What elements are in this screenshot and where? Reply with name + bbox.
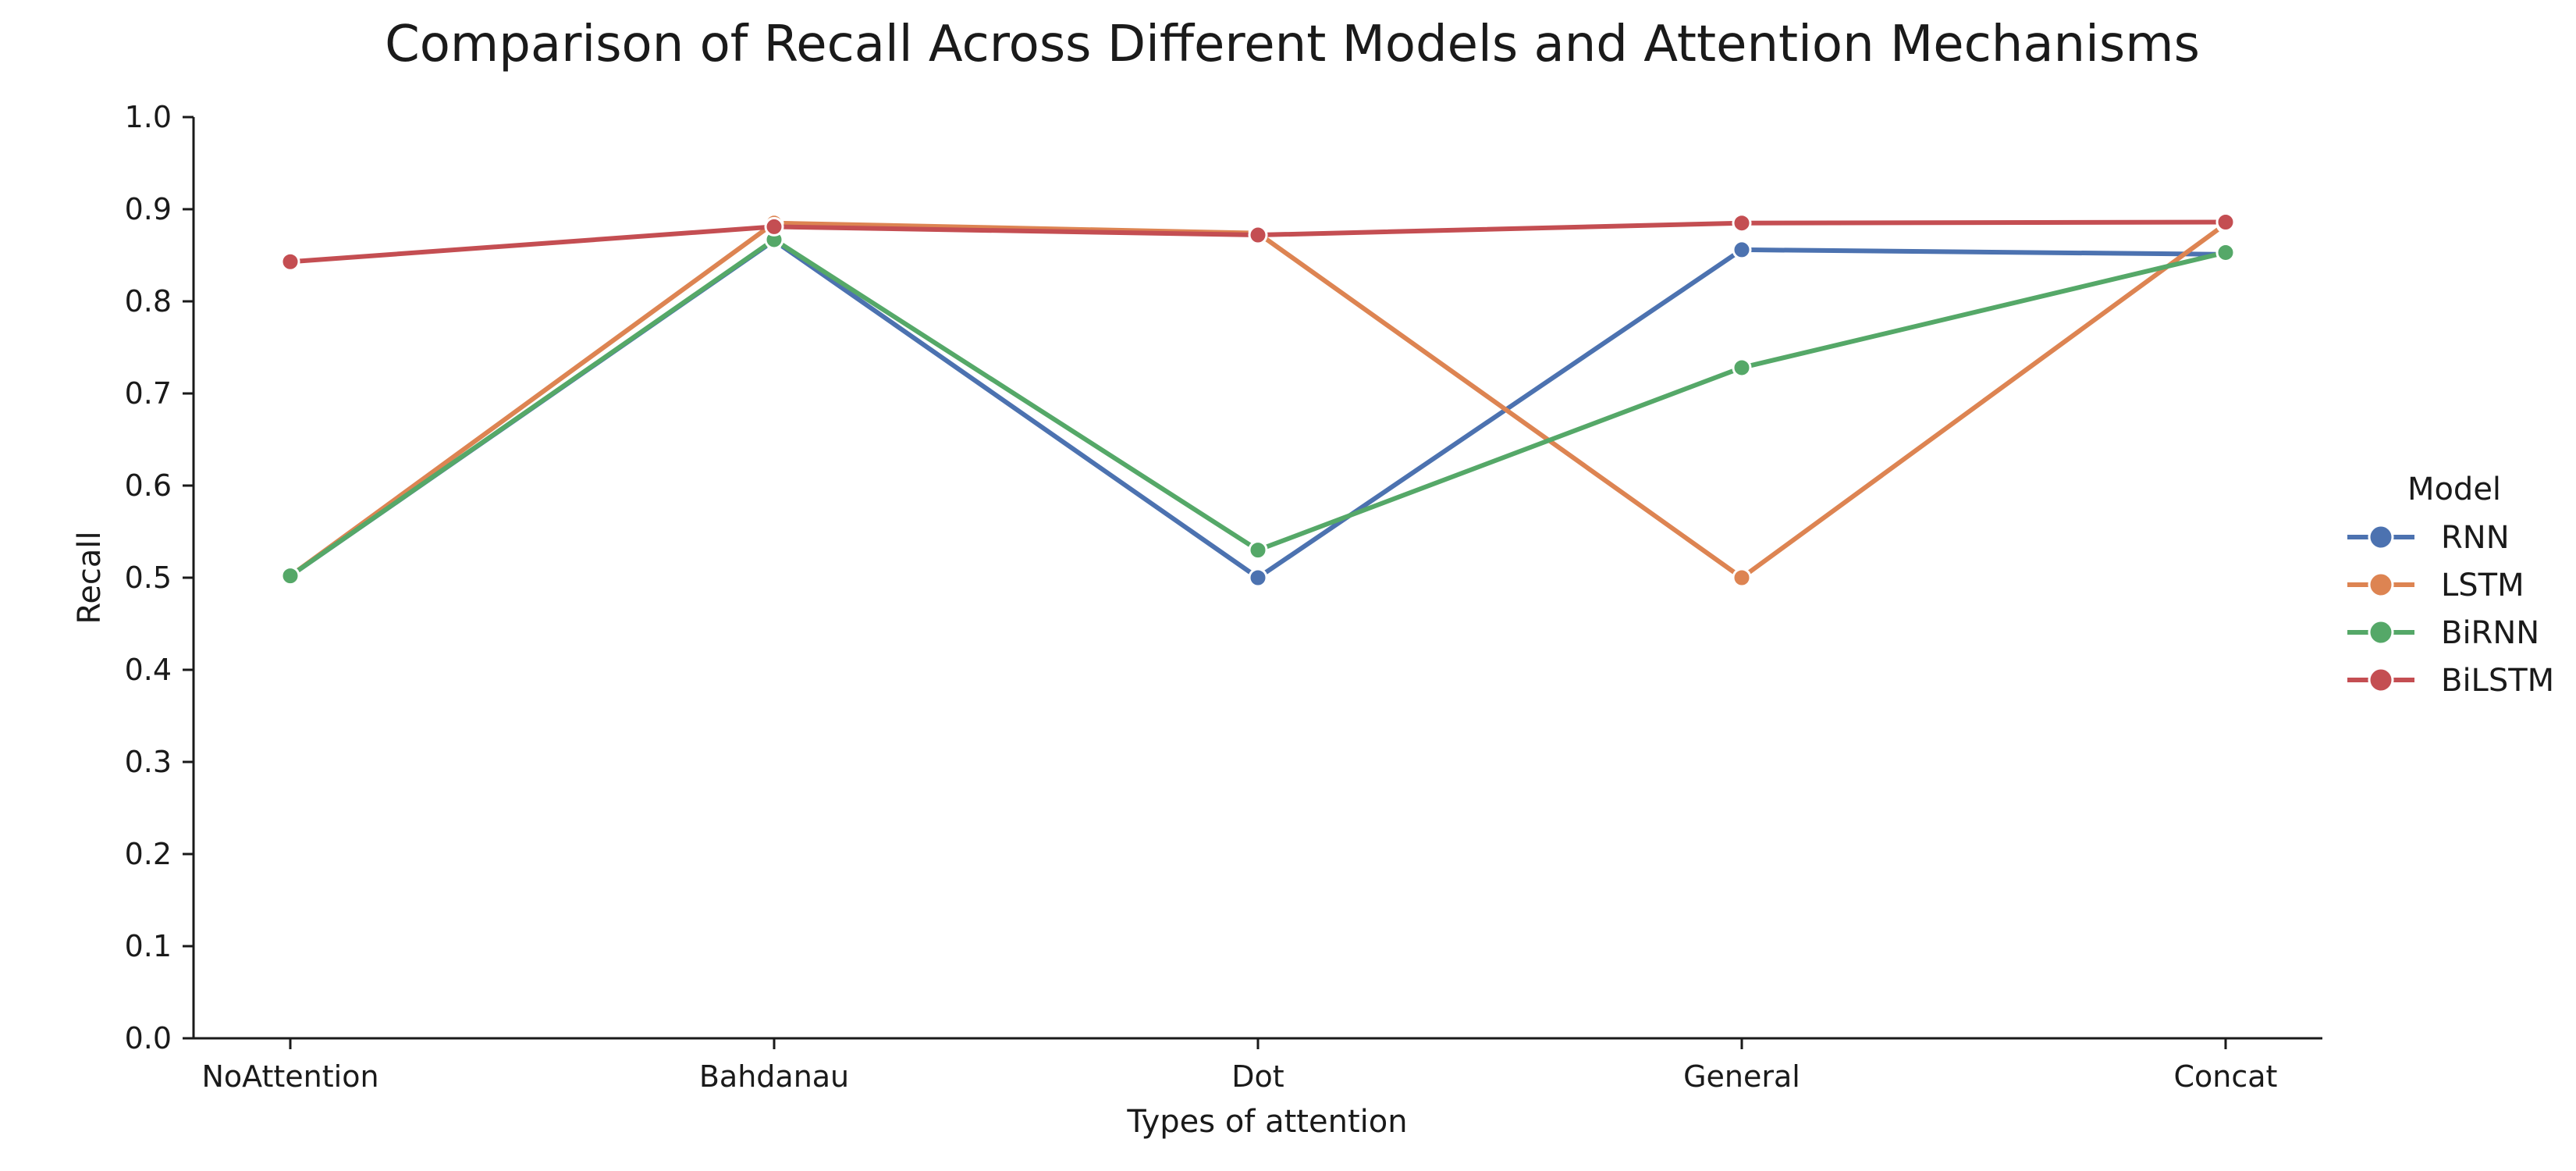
- x-axis: NoAttention Bahdanau Dot General Concat: [194, 1037, 2322, 1094]
- y-tick-label: 0.1: [125, 929, 172, 963]
- x-tick-label: General: [1683, 1059, 1800, 1094]
- data-point-birnn: [2215, 242, 2236, 262]
- legend-label-birnn: BiRNN: [2441, 615, 2539, 651]
- data-point-birnn: [280, 566, 300, 586]
- legend-marker-rnn: [2368, 524, 2394, 550]
- data-point-bilstm: [764, 216, 784, 237]
- data-point-birnn: [1248, 540, 1268, 561]
- y-tick-label: 0.4: [125, 653, 172, 687]
- y-tick-label: 0.7: [125, 376, 172, 411]
- data-point-bilstm: [2215, 212, 2236, 233]
- x-tick-label: Bahdanau: [699, 1059, 849, 1094]
- data-point-bilstm: [280, 251, 300, 272]
- y-tick-label: 0.9: [125, 192, 172, 226]
- legend-label-rnn: RNN: [2441, 520, 2510, 556]
- y-axis: 0.0 0.1 0.2 0.3 0.4 0.5 0.6 0.7 0.8 0.9 1.0: [125, 100, 195, 1055]
- x-tick-label: Dot: [1231, 1059, 1284, 1094]
- series-line-birnn: [288, 237, 2228, 578]
- x-tick-label: NoAttention: [201, 1059, 378, 1094]
- y-tick-label: 0.3: [125, 745, 172, 779]
- series-lines: [280, 212, 2236, 588]
- data-point-lstm: [1732, 568, 1752, 588]
- y-tick-label: 0.2: [125, 837, 172, 871]
- legend-label-lstm: LSTM: [2441, 568, 2524, 603]
- data-point-bilstm: [1248, 225, 1268, 245]
- legend-label-bilstm: BiLSTM: [2441, 663, 2554, 699]
- data-point-rnn: [1732, 240, 1752, 260]
- y-tick-label: 0.5: [125, 561, 172, 595]
- series-line-lstm: [288, 220, 2228, 580]
- legend-marker-lstm: [2368, 571, 2394, 598]
- y-tick-label: 0.0: [125, 1021, 172, 1055]
- data-point-bilstm: [1732, 213, 1752, 233]
- legend: Model RNN LSTM BiRNN BiLSTM: [2347, 472, 2554, 699]
- legend-marker-bilstm: [2368, 667, 2394, 693]
- legend-title: Model: [2407, 472, 2501, 507]
- chart-title: Comparison of Recall Across Different Mo…: [385, 16, 2200, 73]
- y-tick-label: 0.6: [125, 468, 172, 503]
- data-point-rnn: [1248, 568, 1268, 588]
- series-line-rnn: [288, 238, 2228, 580]
- y-axis-label: Recall: [72, 531, 108, 624]
- y-tick-label: 1.0: [125, 100, 172, 134]
- data-point-birnn: [1732, 358, 1752, 378]
- x-tick-label: Concat: [2174, 1059, 2278, 1094]
- legend-marker-birnn: [2368, 619, 2394, 646]
- x-axis-label: Types of attention: [1126, 1104, 1407, 1140]
- y-tick-label: 0.8: [125, 284, 172, 319]
